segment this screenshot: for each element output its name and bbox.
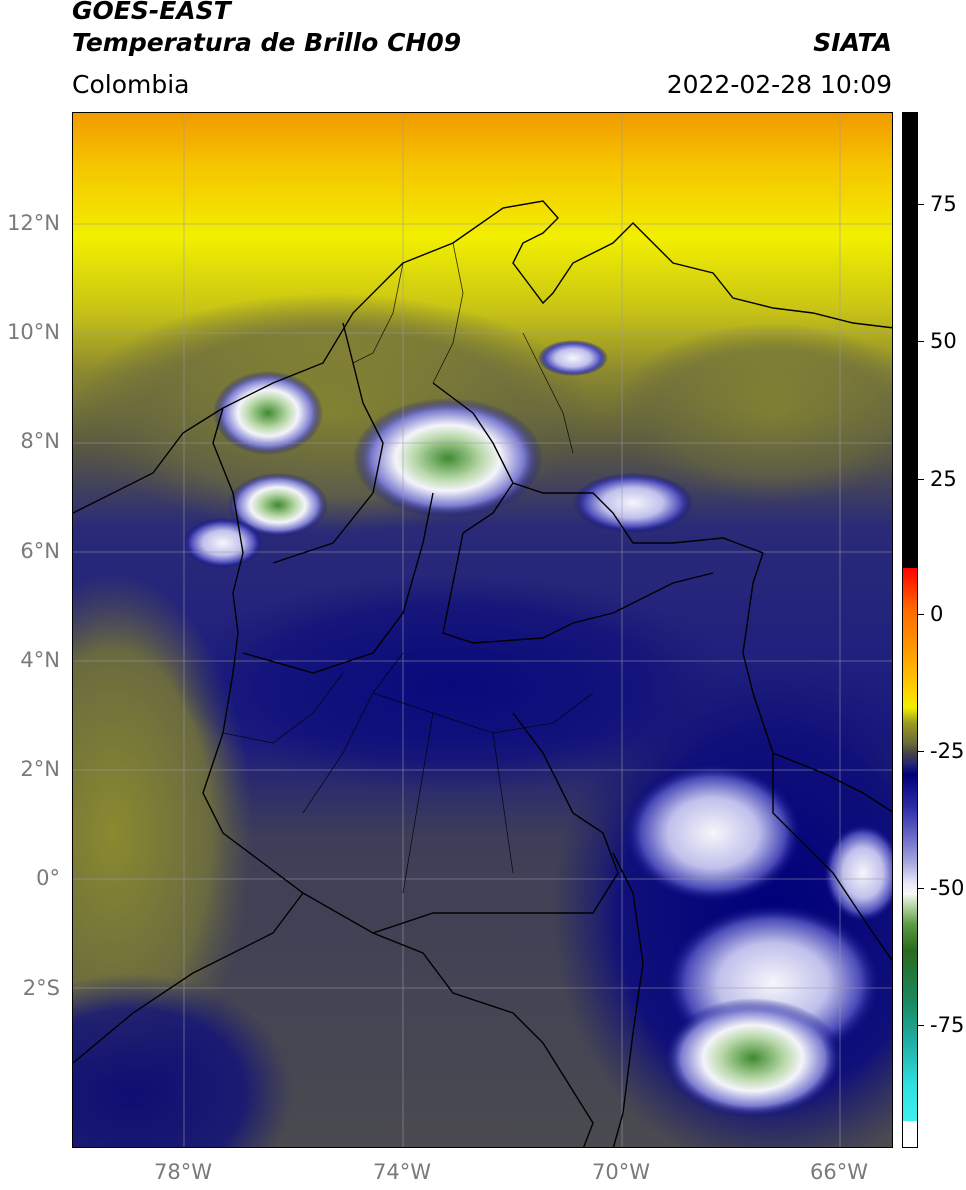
- lon-label-74w: 74°W: [373, 1160, 431, 1184]
- brightness-temperature-map: [72, 112, 893, 1148]
- region-label: Colombia: [72, 70, 190, 99]
- colorbar-tick: [918, 204, 924, 205]
- lat-label-2n: 2°N: [20, 757, 60, 781]
- organization-label: SIATA: [813, 28, 892, 57]
- lat-label-2s: 2°S: [22, 976, 60, 1000]
- lat-label-8n: 8°N: [20, 429, 60, 453]
- borders: [73, 200, 892, 1147]
- convective-cloud-7: [623, 763, 803, 903]
- lat-label-10n: 10°N: [7, 320, 60, 344]
- convective-cloud-1: [213, 371, 323, 455]
- colorbar-label-minus75: -75: [930, 1013, 965, 1037]
- lat-label-6n: 6°N: [20, 539, 60, 563]
- internal-borders: [222, 242, 594, 894]
- colorbar-tick: [918, 1025, 924, 1026]
- lon-label-66w: 66°W: [810, 1160, 868, 1184]
- convective-cloud-3: [353, 398, 543, 518]
- graticule: [73, 113, 892, 1147]
- colorbar-label-25: 25: [930, 467, 957, 491]
- lat-label-4n: 4°N: [20, 648, 60, 672]
- colorbar-label-0: 0: [930, 602, 944, 626]
- colorbar-label-minus50: -50: [930, 876, 965, 900]
- colorbar-tick: [918, 341, 924, 342]
- lat-label-12n: 12°N: [7, 211, 60, 235]
- satellite-title: GOES-EAST: [72, 0, 231, 25]
- convective-cloud-2: [228, 473, 328, 537]
- datetime-label: 2022-02-28 10:09: [666, 70, 892, 99]
- colorbar-label-minus25: -25: [930, 739, 965, 763]
- colorbar-tick: [918, 751, 924, 752]
- convective-cloud-9: [663, 998, 843, 1118]
- lon-label-70w: 70°W: [592, 1160, 650, 1184]
- colorbar-label-50: 50: [930, 329, 957, 353]
- product-title: Temperatura de Brillo CH09: [72, 28, 462, 57]
- colorbar-tick: [918, 479, 924, 480]
- colorbar-tick: [918, 614, 924, 615]
- colorbar-tick: [918, 888, 924, 889]
- olive-region-northeast: [613, 323, 892, 503]
- deep-blue-region-center: [173, 573, 733, 793]
- temperature-colorbar: [902, 112, 918, 1148]
- convective-cloud-5: [538, 340, 608, 376]
- lat-label-0: 0°: [36, 866, 60, 890]
- map-canvas: [73, 113, 892, 1147]
- convective-cloud-6: [183, 518, 263, 568]
- lon-label-78w: 78°W: [154, 1160, 212, 1184]
- colorbar-label-75: 75: [930, 192, 957, 216]
- convective-cloud-4: [573, 473, 693, 533]
